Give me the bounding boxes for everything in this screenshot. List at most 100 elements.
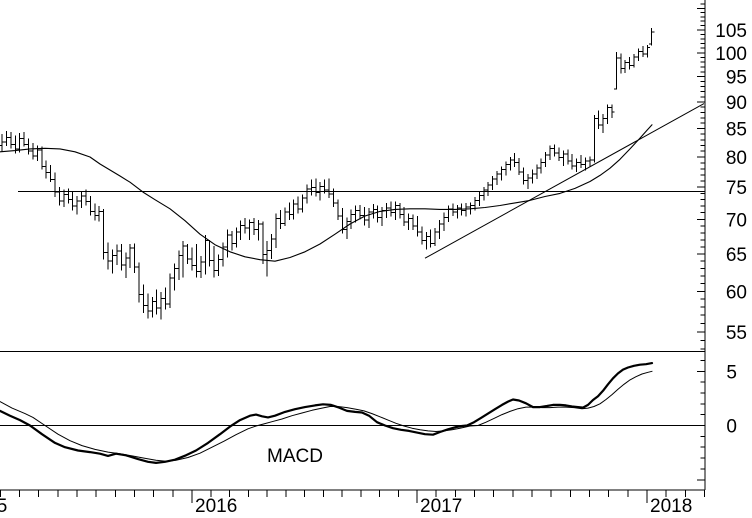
ohlc-bar [344,217,350,240]
ohlc-bar [198,256,204,279]
ohlc-bar [370,204,376,219]
macd-tick-label: 5 [726,362,737,383]
ohlc-bar [260,221,266,265]
ohlc-bar [406,213,412,231]
ohlc-bar [149,296,155,318]
ohlc-bar [326,178,332,198]
ohlc-bar [207,239,213,267]
ohlc-bar [556,147,562,162]
ohlc-bar [498,166,505,181]
ohlc-bar [436,219,443,240]
year-labels: 2015 2016 2017 2018 [0,496,692,517]
price-tick-label: 105 [715,21,747,42]
macd-line [0,362,654,464]
ohlc-bar [635,48,642,61]
ohlc-bar [251,217,257,235]
ohlc-bar [238,220,244,240]
ohlc-bar [551,144,558,157]
ohlc-bar [591,115,597,163]
ohlc-bar [529,169,535,184]
price-tick-label: 55 [726,323,747,344]
ohlc-bar [162,287,169,310]
macd-label: MACD [267,446,323,467]
price-tick-label: 100 [715,44,747,65]
ohlc-bar [423,232,429,250]
ohlc-bar [295,196,301,214]
ohlc-bar [547,145,553,160]
macd-axis-labels: 05 [726,362,737,437]
ohlc-bars [0,27,655,320]
ohlc-bar [229,230,235,251]
ohlc-bar [507,156,513,171]
ohlc-bar [154,289,160,315]
ohlc-bar [609,104,615,118]
ohlc-bar [43,160,49,179]
ohlc-bar [83,189,89,206]
ohlc-bar [600,114,606,134]
ohlc-bar [476,192,482,207]
ohlc-bar [348,209,354,229]
ohlc-bar [463,202,469,217]
ohlc-bar [516,158,522,175]
ohlc-bar [375,205,381,223]
ohlc-bar [392,201,398,220]
ohlc-bar [0,134,5,152]
ohlc-bar [3,130,10,147]
time-axis-ticks [0,490,705,503]
ohlc-bar [304,184,310,204]
ohlc-bar [145,293,151,319]
axes-frame [0,0,706,491]
ohlc-bar [180,241,186,278]
ohlc-bar [286,202,292,220]
ohlc-bar [432,228,438,247]
ohlc-bar [176,250,182,280]
ohlc-bar [158,292,164,320]
ohlc-bar [74,195,80,215]
ohlc-bar [70,190,76,211]
ohlc-bar [171,263,177,291]
ohlc-bar [397,202,403,219]
ohlc-bar [560,150,566,166]
ohlc-bar [277,210,284,229]
ohlc-bar [366,208,372,229]
ohlc-bar [520,167,527,185]
macd-axis-ticks [697,359,705,481]
ohlc-bar [224,229,231,258]
ohlc-bar [78,190,85,209]
ohlc-bar [335,199,341,220]
ohlc-bar [269,234,275,259]
ohlc-bar [92,203,98,221]
ohlc-bar [622,59,628,73]
ohlc-bar [445,205,452,222]
ohlc-bar [640,45,646,58]
ohlc-bar [282,207,288,227]
year-label: 2018 [650,496,692,517]
ohlc-bar [114,244,120,265]
ohlc-bar [441,212,447,231]
ohlc-bar [105,242,111,270]
ohlc-bar [132,243,138,273]
ohlc-bar [242,217,248,234]
ohlc-bar [215,254,222,276]
ohlc-bar [167,273,173,308]
ohlc-bar [185,243,191,265]
ohlc-bar [631,54,637,68]
price-axis-ticks [697,3,705,350]
ohlc-bar [543,151,549,168]
ohlc-bar [30,143,36,160]
price-tick-label: 70 [726,210,747,231]
ohlc-bar [25,138,32,155]
ohlc-bar [118,243,124,271]
ohlc-bar [503,161,509,176]
ohlc-bar [596,110,602,130]
year-label: 2016 [195,496,237,517]
ohlc-bar [264,241,270,277]
macd-tick-label: 0 [726,417,737,438]
ohlc-bar [65,188,71,204]
ohlc-bar [574,158,580,172]
macd-signal-line [0,370,653,462]
ohlc-bar [140,284,147,313]
price-tick-label: 95 [726,68,747,89]
